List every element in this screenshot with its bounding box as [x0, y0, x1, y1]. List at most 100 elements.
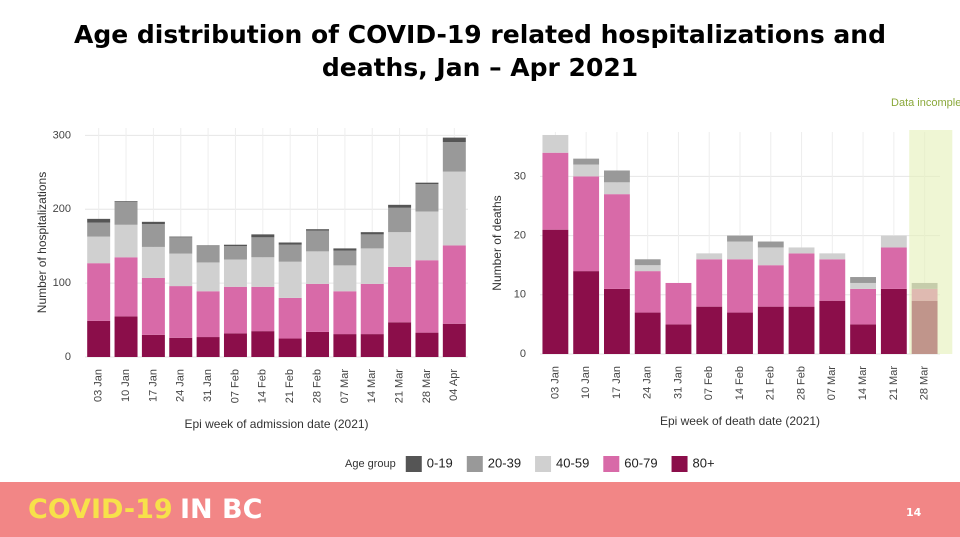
bar-segment: [696, 253, 723, 260]
bar-segment: [87, 236, 111, 264]
bar-segment: [87, 218, 111, 223]
bar-segment: [360, 283, 384, 335]
bar-segment: [333, 334, 357, 357]
x-tick-label: 10 Jan: [120, 369, 132, 402]
legend-label: 60-79: [624, 455, 657, 470]
bar-segment: [141, 277, 165, 335]
bar-segment: [141, 224, 165, 247]
x-tick-label: 03 Jan: [549, 366, 561, 399]
bar-segment: [788, 306, 815, 354]
bar-segment: [442, 245, 466, 324]
bar-segment: [333, 248, 357, 251]
bar-segment: [634, 259, 661, 266]
bar-segment: [141, 221, 165, 225]
bar-segment: [306, 229, 330, 231]
bar-segment: [306, 251, 330, 284]
bar-segment: [196, 291, 220, 338]
bar-segment: [415, 260, 439, 333]
y-tick-label: 200: [53, 203, 71, 215]
bar-segment: [788, 247, 815, 254]
x-tick-label: 14 Mar: [857, 366, 869, 401]
bar-segment: [87, 222, 111, 237]
bar-segment: [757, 306, 784, 354]
bar-segment: [757, 247, 784, 266]
bar-segment: [415, 184, 439, 212]
bar-segment: [634, 271, 661, 313]
bar-segment: [819, 259, 846, 301]
x-tick-label: 17 Jan: [611, 366, 623, 399]
bar-segment: [880, 247, 907, 289]
bar-segment: [442, 171, 466, 246]
bar-segment: [388, 232, 412, 267]
bar-segment: [415, 332, 439, 357]
bar-segment: [415, 211, 439, 261]
x-tick-label: 07 Mar: [826, 366, 838, 401]
bar-segment: [696, 306, 723, 354]
bar-segment: [727, 312, 753, 354]
bar-segment: [542, 229, 569, 354]
bar-segment: [850, 277, 876, 283]
bar-segment: [251, 237, 275, 258]
bar-segment: [696, 259, 723, 307]
bar-segment: [306, 283, 330, 332]
bar-segment: [251, 257, 275, 287]
bar-segment: [196, 337, 220, 357]
bar-segment: [880, 235, 907, 248]
bar-segment: [333, 265, 357, 292]
annotation: Data incomplete: [891, 97, 960, 109]
bar-segment: [665, 324, 692, 354]
x-tick-label: 21 Feb: [284, 369, 296, 403]
x-tick-label: 28 Feb: [311, 369, 323, 403]
bar-segment: [114, 257, 138, 317]
bar-segment: [388, 266, 412, 323]
bar-segment: [114, 224, 138, 258]
x-axis-title: Epi week of admission date (2021): [184, 417, 368, 431]
y-tick-label: 0: [520, 348, 526, 360]
bar-segment: [223, 333, 247, 357]
y-tick-label: 10: [514, 289, 526, 301]
footer-brand: COVID-19: [28, 494, 173, 525]
bar-segment: [278, 297, 302, 339]
y-tick-label: 300: [53, 129, 71, 141]
bar-segment: [388, 322, 412, 357]
bar-segment: [87, 263, 111, 321]
x-tick-label: 24 Jan: [175, 369, 187, 402]
bar-segment: [850, 288, 876, 325]
bar-segment: [278, 242, 302, 245]
bar-segment: [819, 253, 846, 260]
bar-segment: [169, 253, 193, 287]
bar-segment: [850, 282, 876, 289]
bar-segment: [278, 338, 302, 357]
bar-segment: [573, 271, 600, 354]
bar-segment: [196, 245, 220, 247]
bar-segment: [442, 323, 466, 357]
bar-segment: [415, 182, 439, 185]
legend-swatch: [671, 456, 688, 472]
x-tick-label: 31 Jan: [202, 369, 214, 402]
bar-segment: [604, 194, 630, 289]
bar-segment: [251, 234, 275, 238]
bar-segment: [757, 241, 784, 248]
bar-segment: [87, 320, 111, 357]
legend-label: 0-19: [427, 455, 453, 470]
incomplete-band: [909, 130, 953, 354]
bar-segment: [333, 291, 357, 335]
bar-segment: [542, 152, 569, 230]
bar-segment: [880, 288, 907, 354]
bar-segment: [223, 286, 247, 334]
x-tick-label: 28 Mar: [919, 366, 931, 401]
bar-segment: [333, 250, 357, 266]
x-tick-label: 21 Feb: [765, 366, 777, 400]
footer: COVID-19 IN BC 14: [0, 482, 960, 537]
y-axis-title: Number of deaths: [490, 195, 504, 290]
x-tick-label: 03 Jan: [93, 369, 105, 402]
x-tick-label: 14 Feb: [257, 369, 269, 403]
bar-segment: [141, 246, 165, 278]
bar-segment: [634, 312, 661, 354]
legend-swatch: [535, 456, 552, 472]
bar-segment: [114, 201, 138, 202]
bar-segment: [223, 244, 247, 247]
bar-segment: [573, 176, 600, 272]
footer-region: IN BC: [180, 494, 263, 525]
